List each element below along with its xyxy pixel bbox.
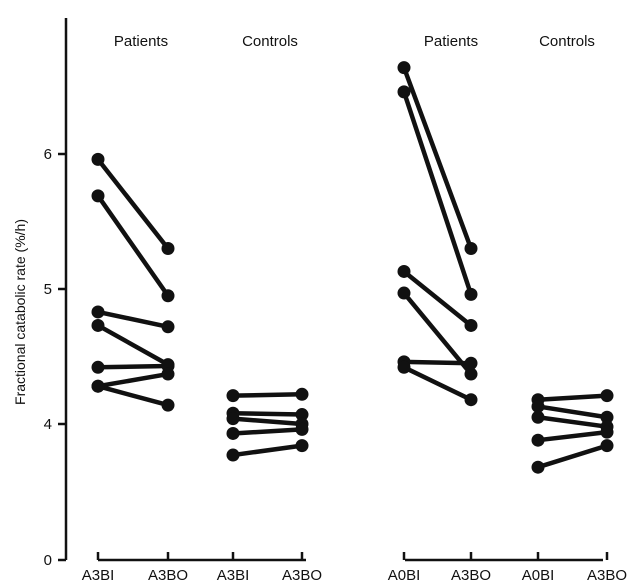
pair-line-p2-patients-1: [401, 65, 474, 251]
point-before-p1-controls-5: [226, 448, 240, 462]
point-after-p1-controls-5: [295, 439, 309, 453]
x-tick-label-a3bi: A3BI: [82, 567, 115, 584]
chart-marks: [91, 61, 614, 474]
pair-line-p1-patients-5: [95, 363, 171, 370]
x-tick-label-a3bo: A3BO: [587, 567, 627, 584]
point-after-p1-patients-3: [161, 320, 175, 334]
y-axis-label: Fractional catabolic rate (%/h): [12, 219, 28, 405]
point-after-p1-controls-4: [295, 422, 309, 436]
x-tick-label-a3bi: A3BI: [217, 567, 250, 584]
pair-line-p2-controls-4: [535, 429, 610, 443]
chart-labels: 04568PatientsA3BIA3BOControlsA3BIA3BOPat…: [44, 33, 627, 584]
x-tick-label-a0bi: A0BI: [522, 567, 555, 584]
pair-line-p1-patients-1: [95, 157, 171, 251]
y-tick-label-6: 6: [44, 146, 52, 163]
point-after-p2-patients-5: [464, 356, 478, 370]
point-after-p2-controls-5: [600, 439, 614, 453]
pair-line-p1-controls-4: [230, 427, 305, 436]
pair-line-p1-controls-1: [230, 392, 305, 398]
point-after-p1-patients-1: [161, 242, 175, 255]
point-after-p1-controls-2: [295, 408, 309, 422]
pair-line-p2-patients-4: [401, 290, 474, 377]
pair-line-p1-patients-6: [95, 371, 171, 389]
point-after-p2-controls-2: [600, 410, 614, 424]
group-label-controls-panel-1: Controls: [242, 33, 298, 50]
pair-line-p1-controls-2: [230, 410, 305, 417]
pair-line-p2-controls-3: [535, 415, 610, 429]
point-before-p2-controls-5: [531, 460, 545, 474]
point-before-p1-patients-7: [91, 379, 105, 393]
point-before-p1-patients-2: [91, 189, 105, 203]
group-label-controls-panel-2: Controls: [539, 33, 595, 50]
point-after-p2-controls-1: [600, 389, 614, 403]
pair-line-p2-controls-2: [535, 404, 610, 420]
x-tick-label-a0bi: A0BI: [388, 567, 421, 584]
point-after-p2-controls-4: [600, 425, 614, 439]
point-after-p2-patients-3: [464, 318, 478, 332]
point-before-p1-controls-3: [226, 412, 240, 426]
pair-line-p1-controls-5: [230, 443, 305, 458]
pair-line-p1-patients-7: [95, 383, 171, 408]
pair-line-p2-controls-5: [535, 443, 610, 470]
point-before-p2-patients-6: [397, 360, 411, 374]
pair-line-p2-patients-5: [401, 359, 474, 366]
point-after-p2-patients-4: [464, 367, 478, 381]
point-before-p1-patients-5: [91, 360, 105, 374]
pair-line-p2-controls-1: [535, 393, 610, 402]
pair-line-p2-patients-6: [401, 365, 474, 402]
point-before-p2-patients-1: [397, 61, 411, 75]
point-before-p1-patients-4: [91, 318, 105, 332]
point-before-p1-patients-1: [91, 152, 105, 166]
pair-line-p2-patients-2: [401, 89, 474, 297]
point-before-p1-controls-4: [226, 426, 240, 440]
pair-line-p1-patients-3: [95, 309, 171, 330]
point-after-p2-patients-1: [464, 242, 478, 255]
point-after-p1-controls-1: [295, 387, 309, 401]
point-after-p2-patients-6: [464, 393, 478, 407]
point-after-p1-patients-2: [161, 289, 175, 303]
y-tick-label-0: 0: [44, 552, 52, 569]
y-tick-label-4: 4: [44, 416, 52, 433]
point-before-p1-patients-3: [91, 305, 105, 319]
point-after-p1-patients-7: [161, 398, 175, 412]
pair-line-p1-patients-4: [95, 323, 171, 367]
group-label-patients-panel-2: Patients: [424, 33, 478, 50]
axes: [58, 18, 609, 562]
point-before-p1-controls-1: [226, 389, 240, 403]
point-before-p2-patients-3: [397, 264, 411, 278]
x-tick-label-a3bo: A3BO: [148, 567, 188, 584]
point-before-p2-patients-2: [397, 85, 411, 99]
group-label-patients-panel-1: Patients: [114, 33, 168, 50]
x-tick-label-a3bo: A3BO: [282, 567, 322, 584]
x-tick-label-a3bo: A3BO: [451, 567, 491, 584]
point-before-p2-patients-4: [397, 286, 411, 300]
y-tick-label-5: 5: [44, 281, 52, 298]
point-after-p2-patients-2: [464, 287, 478, 301]
pair-line-p1-patients-2: [95, 193, 171, 298]
point-before-p2-controls-2: [531, 399, 545, 413]
point-before-p2-controls-3: [531, 410, 545, 424]
pair-line-p1-controls-3: [230, 416, 305, 427]
point-after-p1-patients-6: [161, 367, 175, 381]
pair-line-p2-patients-3: [401, 269, 474, 328]
point-before-p2-controls-4: [531, 433, 545, 447]
